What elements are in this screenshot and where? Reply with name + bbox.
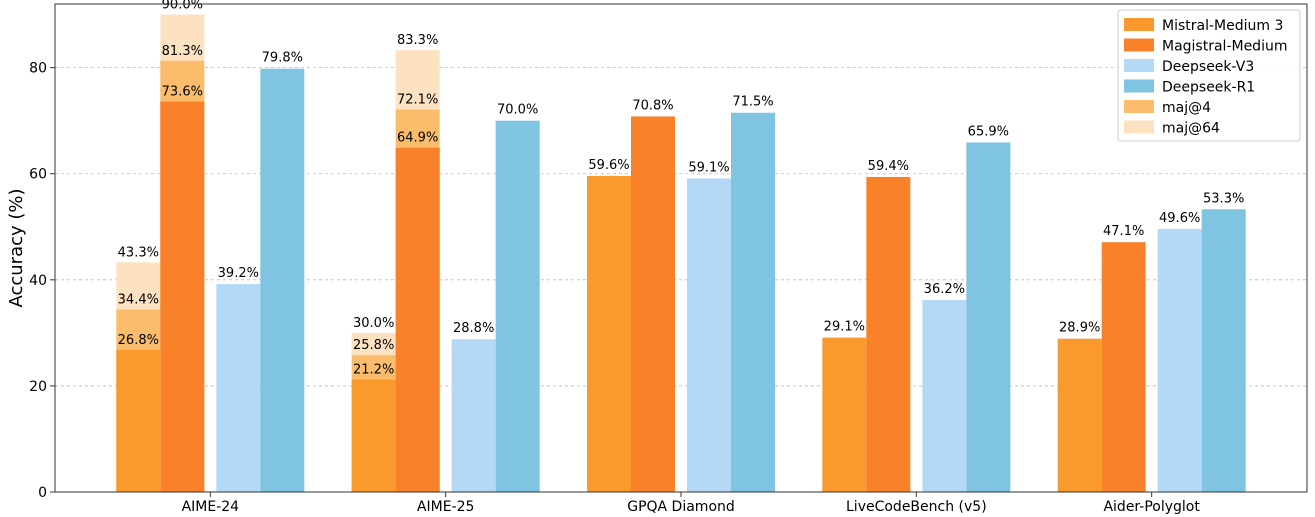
- bar-value-label: 59.4%: [868, 159, 909, 174]
- bar-value-label: 59.6%: [588, 158, 629, 173]
- bar-value-label: 49.6%: [1159, 211, 1200, 226]
- y-axis: 0 20 40 60 80: [29, 61, 55, 501]
- legend-label-magistral-medium: Magistral-Medium: [1162, 39, 1287, 55]
- bar-mistral-medium-3-livecodebench-v5: [822, 337, 867, 492]
- bar-value-label: 53.3%: [1203, 191, 1244, 206]
- bar-value-label: 70.8%: [632, 98, 673, 113]
- bar-deepseek-v3-aider-polyglot: [1157, 228, 1202, 492]
- bar-value-label: 25.8%: [353, 338, 394, 353]
- bar-deepseek-v3-aime-24: [216, 284, 261, 492]
- x-tick-label: Aider-Polyglot: [1103, 499, 1200, 515]
- bar-value-label: 72.1%: [397, 93, 438, 108]
- bar-deepseek-v3-aime-25: [451, 339, 496, 492]
- x-tick-label: AIME-24: [182, 499, 240, 515]
- bar-mistral-medium-3-gpqa-diamond: [587, 175, 631, 492]
- x-tick-label: LiveCodeBench (v5): [846, 499, 987, 515]
- bar-deepseek-r1-aime-25: [495, 120, 540, 493]
- bar-value-label: 59.1%: [688, 161, 729, 176]
- bar-value-label: 81.3%: [162, 44, 203, 59]
- bar-value-label: 28.8%: [453, 321, 494, 336]
- bar-value-label: 70.0%: [497, 103, 538, 118]
- legend-box: [1117, 9, 1301, 142]
- bar-value-label: 26.8%: [118, 333, 159, 348]
- bar-magistral-medium-livecodebench-v5: [866, 176, 911, 492]
- bar-value-label: 39.2%: [218, 266, 259, 281]
- bar-value-label: 79.8%: [262, 51, 303, 66]
- bar-value-label: 64.9%: [397, 131, 438, 146]
- bar-value-label: 83.3%: [397, 33, 438, 48]
- bar-magistral-medium-aime-25: [395, 147, 440, 492]
- bar-deepseek-r1-livecodebench-v5: [966, 142, 1011, 492]
- legend-swatch-maj-64: [1124, 120, 1154, 134]
- bar-value-label: 36.2%: [924, 282, 965, 297]
- bar-mistral-medium-3-aime-25: [351, 379, 396, 492]
- y-tick-label: 40: [29, 273, 47, 289]
- y-tick-label: 0: [38, 485, 47, 501]
- bar-value-label: 34.4%: [118, 293, 159, 308]
- legend-label-maj-4: maj@4: [1162, 100, 1211, 116]
- x-tick-label: AIME-25: [417, 499, 475, 515]
- bar-deepseek-v3-livecodebench-v5: [922, 299, 967, 492]
- y-tick-label: 80: [29, 61, 47, 77]
- legend-swatch-deepseek-v3: [1124, 59, 1154, 72]
- bar-deepseek-r1-aider-polyglot: [1201, 209, 1246, 492]
- bar-deepseek-r1-aime-24: [260, 68, 305, 492]
- bar-value-label: 90.0%: [162, 0, 203, 13]
- legend-swatch-mistral-medium-3: [1124, 18, 1154, 31]
- bar-value-label: 73.6%: [162, 85, 203, 100]
- bar-deepseek-r1-gpqa-diamond: [731, 112, 775, 492]
- x-tick-label: GPQA Diamond: [627, 499, 735, 515]
- bar-value-labels: 26.8% 34.4% 43.3% 73.6% 81.3% 90.0% 39.2% 79.8%…: [118, 0, 1245, 378]
- bar-magistral-medium-aime-24: [160, 101, 205, 492]
- legend-label-deepseek-r1: Deepseek-R1: [1162, 80, 1255, 96]
- bar-value-label: 43.3%: [118, 245, 159, 260]
- legend-label-mistral-medium-3: Mistral-Medium 3: [1162, 18, 1283, 34]
- bar-value-label: 28.9%: [1059, 321, 1100, 336]
- legend-label-deepseek-v3: Deepseek-V3: [1162, 59, 1254, 75]
- y-tick-label: 60: [29, 167, 47, 183]
- bar-deepseek-v3-gpqa-diamond: [687, 178, 731, 492]
- y-tick-label: 20: [29, 379, 47, 395]
- gridlines: [55, 67, 1307, 387]
- bar-mistral-medium-3-aime-24: [116, 349, 161, 492]
- bar-value-label: 21.2%: [353, 363, 394, 378]
- bar-value-label: 47.1%: [1103, 224, 1144, 239]
- bar-magistral-medium-aider-polyglot: [1101, 242, 1146, 492]
- x-axis: AIME-24 AIME-25 GPQA Diamond LiveCodeBench …: [182, 492, 1200, 515]
- legend: Mistral-Medium 3 Magistral-Medium Deepseek…: [1117, 9, 1301, 142]
- bar-value-label: 30.0%: [353, 316, 394, 331]
- y-axis-title: Accuracy (%): [6, 188, 27, 307]
- legend-swatch-magistral-medium: [1124, 38, 1154, 52]
- legend-swatch-maj-4: [1124, 100, 1154, 113]
- bar-value-label: 65.9%: [968, 124, 1009, 139]
- bar-value-label: 71.5%: [732, 95, 773, 110]
- bar-value-label: 29.1%: [824, 320, 865, 335]
- bar-mistral-medium-3-aider-polyglot: [1057, 338, 1102, 492]
- bar-magistral-medium-gpqa-diamond: [631, 116, 675, 492]
- legend-swatch-deepseek-r1: [1124, 79, 1154, 93]
- legend-label-maj-64: maj@64: [1162, 121, 1220, 137]
- bars: [116, 14, 1246, 493]
